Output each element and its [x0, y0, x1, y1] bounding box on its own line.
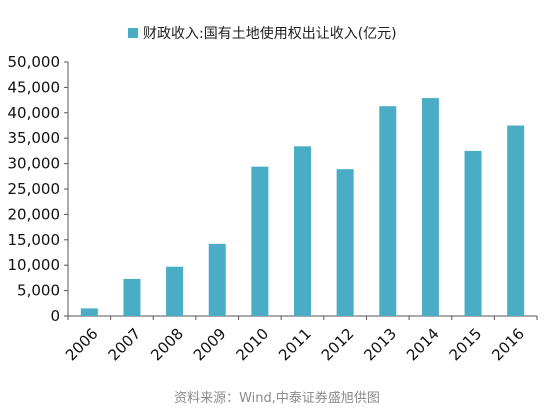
x-tick-label: 2010: [232, 325, 272, 365]
x-tick-label: 2015: [446, 325, 486, 365]
legend-swatch: [128, 28, 138, 38]
x-tick-label: 2009: [190, 325, 230, 365]
legend: 财政收入:国有土地使用权出让收入(亿元): [128, 25, 397, 42]
bar: [421, 98, 439, 317]
x-tick-label: 2012: [318, 325, 358, 365]
y-tick-label: 50,000: [8, 53, 61, 71]
x-tick-label: 2014: [403, 325, 443, 365]
y-tick-label: 5,000: [17, 282, 60, 300]
plot-area: 0 5,000 10,000 15,000 20,000 25,000 30,000 35,0…: [8, 53, 538, 364]
bar: [294, 146, 311, 316]
y-tick-label: 0: [50, 307, 60, 325]
y-tick-label: 10,000: [8, 256, 61, 274]
source-label: 资料来源：Wind,中泰证券盛旭供图: [174, 390, 380, 406]
bar: [379, 106, 397, 316]
bar: [123, 278, 141, 316]
y-tick-label: 25,000: [8, 180, 61, 198]
legend-label: 财政收入:国有土地使用权出让收入(亿元): [143, 25, 397, 42]
y-tick-label: 35,000: [8, 129, 61, 147]
x-tick-label: 2011: [275, 325, 315, 365]
bar: [80, 308, 98, 316]
x-tick-label: 2008: [147, 325, 187, 365]
x-tick-label: 2007: [105, 325, 145, 365]
bar: [166, 266, 184, 316]
y-tick-label: 20,000: [8, 205, 61, 223]
bar: [507, 125, 525, 316]
y-tick-label: 45,000: [8, 78, 61, 96]
x-tick-label: 2006: [62, 325, 102, 365]
y-tick-label: 30,000: [8, 155, 61, 173]
x-tick-label: 2013: [360, 325, 400, 365]
bar: [464, 150, 482, 316]
x-tick-label: 2016: [488, 325, 528, 365]
y-tick-label: 40,000: [8, 104, 61, 122]
bar: [251, 166, 269, 316]
y-tick-label: 15,000: [8, 231, 61, 249]
bar: [336, 169, 354, 316]
bar: [208, 243, 226, 316]
